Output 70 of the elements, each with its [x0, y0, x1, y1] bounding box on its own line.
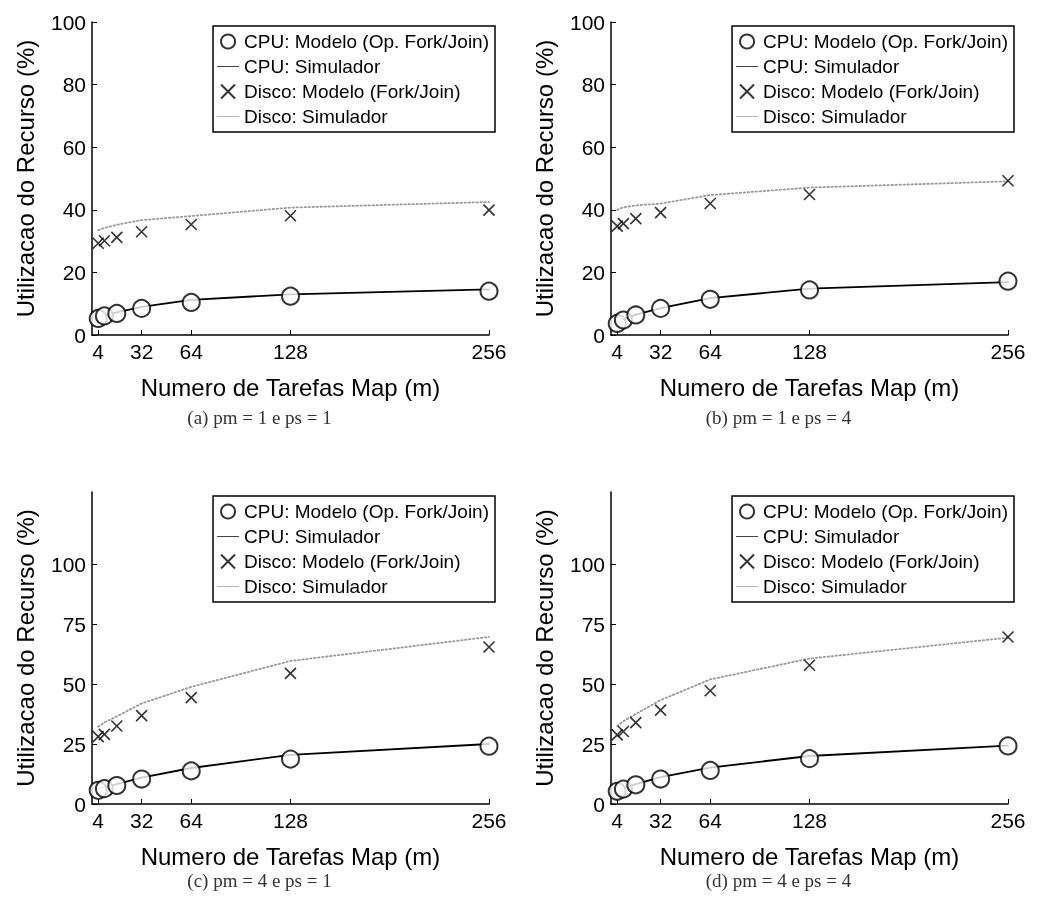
x-tick-label: 64	[698, 809, 723, 832]
y-tick-label: 0	[74, 323, 86, 347]
legend-label: Disco: Modelo (Fork/Join)	[763, 551, 980, 572]
x-tick-label: 64	[179, 809, 204, 832]
legend-label: CPU: Simulador	[763, 56, 900, 77]
y-axis-title: Utilizacao do Recurso (%)	[11, 509, 39, 787]
legend-label: Disco: Simulador	[244, 576, 389, 597]
text: (c) pm = 4 e ps = 1	[187, 870, 332, 892]
legend-label: Disco: Simulador	[763, 576, 908, 597]
legend-label: CPU: Simulador	[244, 526, 381, 547]
x-tick-label: 256	[990, 809, 1026, 832]
x-tick-label: 256	[990, 340, 1026, 363]
y-axis-title: Utilizacao do Recurso (%)	[530, 509, 558, 787]
x-tick-label: 4	[92, 340, 105, 363]
y-tick-label: 100	[50, 10, 86, 34]
x-tick-label: 32	[129, 809, 154, 832]
x-tick-label: 64	[698, 340, 723, 363]
y-tick-label: 40	[581, 198, 605, 222]
y-tick-label: 0	[593, 792, 605, 816]
x-tick-label: 128	[791, 340, 828, 363]
y-tick-label: 25	[62, 732, 86, 756]
x-axis-title: Numero de Tarefas Map (m)	[659, 842, 960, 870]
y-tick-label: 25	[581, 732, 605, 756]
legend-label: CPU: Simulador	[763, 526, 900, 547]
y-tick-label: 40	[62, 198, 86, 222]
x-axis-title: Numero de Tarefas Map (m)	[140, 842, 441, 870]
x-tick-label: 32	[648, 340, 673, 363]
legend-label: Disco: Modelo (Fork/Join)	[244, 551, 461, 572]
y-tick-label: 100	[50, 552, 86, 576]
y-tick-label: 0	[593, 323, 605, 347]
legend-label: Disco: Simulador	[763, 106, 908, 127]
text: (a) pm = 1 e ps = 1	[187, 407, 332, 429]
legend-label: Disco: Simulador	[244, 106, 389, 127]
y-tick-label: 20	[581, 260, 605, 284]
y-axis-title: Utilizacao do Recurso (%)	[11, 39, 39, 318]
x-tick-label: 4	[92, 809, 105, 832]
x-tick-label: 4	[611, 340, 624, 363]
x-tick-label: 32	[648, 809, 673, 832]
legend-label: CPU: Modelo (Op. Fork/Join)	[763, 31, 1009, 52]
y-tick-label: 80	[581, 73, 605, 97]
y-tick-label: 100	[569, 552, 605, 576]
y-tick-label: 75	[581, 612, 605, 636]
x-tick-label: 256	[471, 809, 507, 832]
x-tick-label: 32	[129, 340, 154, 363]
y-tick-label: 50	[581, 672, 605, 696]
y-tick-label: 60	[581, 135, 605, 159]
y-tick-label: 0	[74, 792, 86, 816]
legend-label: Disco: Modelo (Fork/Join)	[763, 81, 980, 102]
x-axis-title: Numero de Tarefas Map (m)	[659, 373, 960, 401]
y-tick-label: 20	[62, 260, 86, 284]
legend-label: CPU: Modelo (Op. Fork/Join)	[244, 31, 490, 52]
x-tick-label: 128	[272, 340, 309, 363]
x-tick-label: 256	[471, 340, 507, 363]
legend-label: CPU: Simulador	[244, 56, 381, 77]
legend-label: CPU: Modelo (Op. Fork/Join)	[763, 501, 1009, 522]
text: (d) pm = 4 e ps = 4	[705, 870, 852, 892]
y-tick-label: 60	[62, 135, 86, 159]
x-tick-label: 128	[791, 809, 828, 832]
legend-label: Disco: Modelo (Fork/Join)	[244, 81, 461, 102]
y-axis-title: Utilizacao do Recurso (%)	[530, 39, 558, 318]
x-tick-label: 4	[611, 809, 624, 832]
y-tick-label: 50	[62, 672, 86, 696]
y-tick-label: 100	[569, 10, 605, 34]
x-tick-label: 128	[272, 809, 309, 832]
y-tick-label: 75	[62, 612, 86, 636]
x-axis-title: Numero de Tarefas Map (m)	[140, 373, 441, 401]
y-tick-label: 80	[62, 73, 86, 97]
legend-label: CPU: Modelo (Op. Fork/Join)	[244, 501, 490, 522]
text: (b) pm = 1 e ps = 4	[705, 407, 852, 429]
x-tick-label: 64	[179, 340, 204, 363]
